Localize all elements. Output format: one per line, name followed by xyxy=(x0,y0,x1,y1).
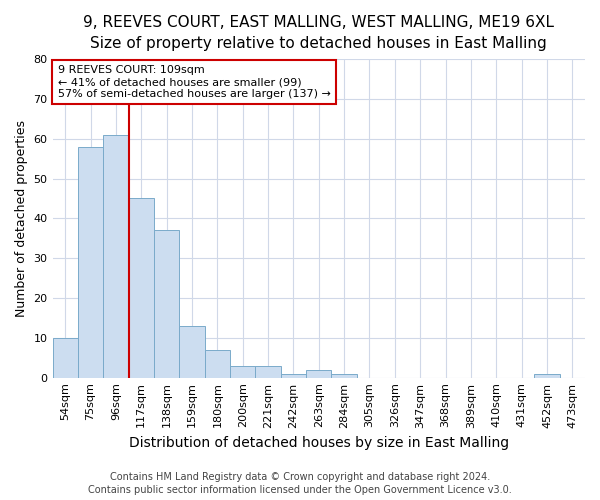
Bar xyxy=(53,338,78,378)
Bar xyxy=(281,374,306,378)
Text: 9 REEVES COURT: 109sqm
← 41% of detached houses are smaller (99)
57% of semi-det: 9 REEVES COURT: 109sqm ← 41% of detached… xyxy=(58,66,331,98)
Y-axis label: Number of detached properties: Number of detached properties xyxy=(15,120,28,317)
Bar xyxy=(256,366,281,378)
X-axis label: Distribution of detached houses by size in East Malling: Distribution of detached houses by size … xyxy=(129,436,509,450)
Bar xyxy=(179,326,205,378)
Bar xyxy=(78,146,103,378)
Bar xyxy=(230,366,256,378)
Bar xyxy=(331,374,357,378)
Bar xyxy=(128,198,154,378)
Bar xyxy=(103,135,128,378)
Bar xyxy=(534,374,560,378)
Bar xyxy=(205,350,230,378)
Title: 9, REEVES COURT, EAST MALLING, WEST MALLING, ME19 6XL
Size of property relative : 9, REEVES COURT, EAST MALLING, WEST MALL… xyxy=(83,15,554,51)
Bar xyxy=(306,370,331,378)
Text: Contains HM Land Registry data © Crown copyright and database right 2024.
Contai: Contains HM Land Registry data © Crown c… xyxy=(88,472,512,495)
Bar xyxy=(154,230,179,378)
